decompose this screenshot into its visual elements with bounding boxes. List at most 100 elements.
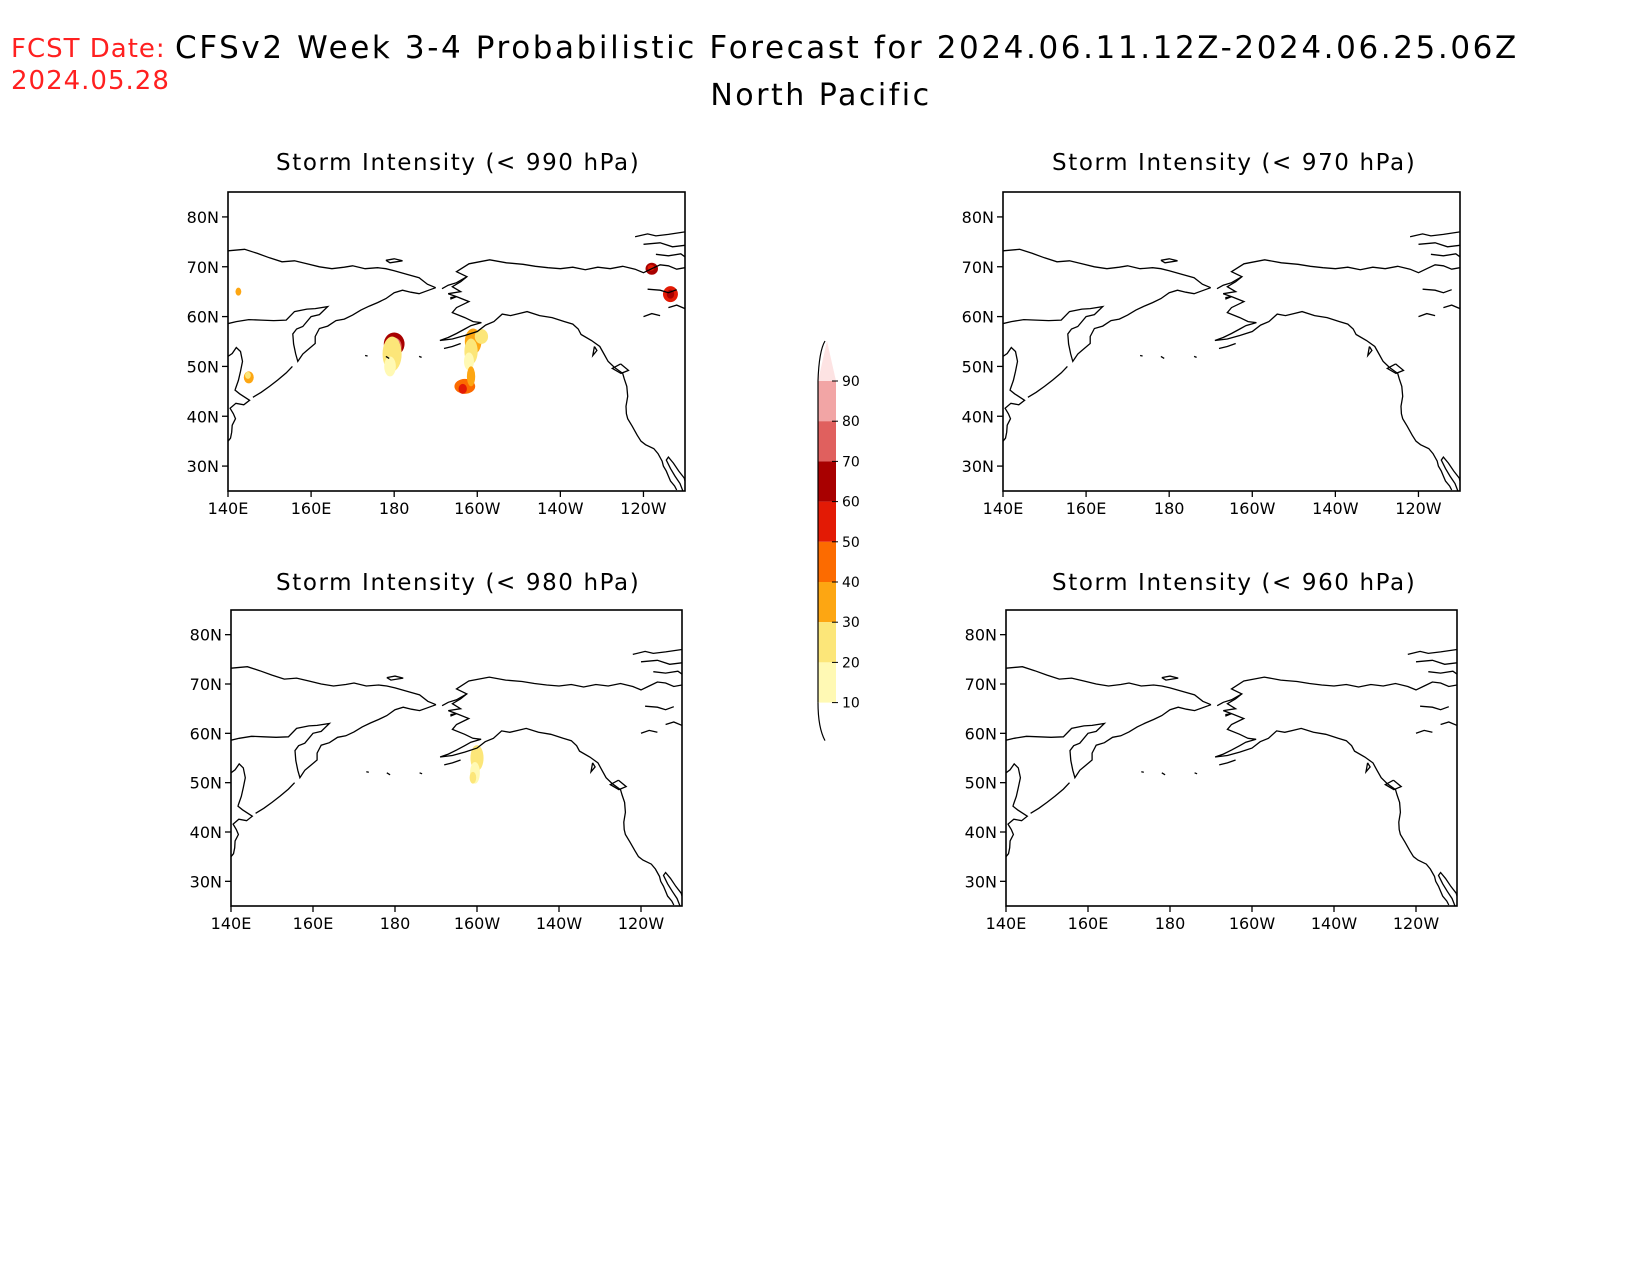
coastline [441, 259, 685, 290]
coastline [668, 304, 685, 310]
coastline [1443, 304, 1460, 310]
coastline [1161, 772, 1166, 776]
lon-tick-label: 140W [1311, 914, 1358, 933]
coastline [1418, 242, 1460, 248]
colorbar-box [818, 582, 836, 623]
lon-tick-label: 120W [1393, 914, 1440, 933]
colorbar-under-tail [817, 702, 826, 741]
coastline [366, 771, 369, 773]
lon-tick-label: 180 [1154, 499, 1185, 518]
lat-tick-label: 60N [190, 724, 222, 743]
coastline [1383, 779, 1403, 791]
coastline [228, 287, 436, 363]
colorbar-label: 40 [842, 575, 860, 591]
lat-tick-label: 70N [187, 258, 219, 277]
coastline [231, 704, 437, 780]
forecast-date-label: FCST Date: [11, 34, 166, 64]
lat-tick-label: 80N [187, 208, 219, 227]
lat-tick-label: 50N [190, 774, 222, 793]
coastline [1430, 253, 1460, 258]
colorbar-label: 30 [842, 615, 860, 631]
colorbar-box [818, 541, 836, 582]
lat-tick-label: 70N [190, 675, 222, 694]
colorbar-label: 70 [842, 454, 860, 470]
coastline [1428, 670, 1457, 675]
coastline [1003, 346, 1019, 391]
map-area-960 [1006, 648, 1457, 906]
probability-contour [474, 329, 489, 344]
lon-tick-label: 140E [211, 914, 252, 933]
coastline [640, 659, 682, 665]
coastline [643, 312, 661, 318]
coastline [1160, 355, 1165, 359]
lon-tick-label: 120W [618, 914, 665, 933]
lon-tick-label: 160E [293, 914, 334, 933]
coastline [231, 805, 254, 858]
coastline [634, 231, 685, 238]
coastline [1366, 346, 1373, 358]
coastline [1385, 363, 1405, 375]
coastline [591, 346, 598, 358]
coastline [647, 288, 677, 294]
coastline [1006, 704, 1212, 780]
coastline [645, 705, 675, 711]
map-panel-990: 140E 160E 180 160W 140W 120W 80N 70N 60N 50N 40N 30… [187, 191, 686, 518]
map-frame [1002, 191, 1461, 492]
coastline [228, 389, 251, 442]
colorbar-label: 20 [842, 655, 860, 671]
lon-tick-label: 180 [1155, 914, 1186, 933]
lat-tick-label: 30N [965, 872, 997, 891]
coastline [653, 670, 682, 675]
coastline [1139, 354, 1143, 357]
lat-tick-label: 60N [187, 308, 219, 327]
coastline [419, 772, 423, 775]
panel-title-960: Storm Intensity (< 960 hPa) [1052, 570, 1417, 596]
probability-contour [463, 352, 474, 371]
figure-title: CFSv2 Week 3-4 Probabilistic Forecast fo… [175, 30, 1519, 66]
coastline [1003, 389, 1026, 442]
map-panel-960: 140E 160E 180 160W 140W 120W 80N 70N 60N 50N 40N 30… [965, 609, 1458, 933]
coastline [1219, 759, 1236, 766]
lat-tick-label: 50N [187, 357, 219, 376]
colorbar-box [818, 662, 836, 703]
lat-tick-label: 30N [962, 457, 994, 476]
lat-tick-label: 50N [962, 357, 994, 376]
colorbar-label: 80 [842, 414, 860, 430]
coastline [1437, 871, 1457, 906]
map-area-990 [228, 231, 685, 491]
probability-contour [458, 383, 467, 394]
probability-contour [245, 371, 251, 379]
colorbar-label: 90 [842, 374, 860, 390]
lon-tick-label: 160E [291, 499, 332, 518]
lon-tick-label: 140W [537, 499, 584, 518]
coastline [1420, 705, 1450, 711]
coastline [1422, 288, 1452, 294]
lon-tick-label: 120W [620, 499, 667, 518]
lat-tick-label: 30N [187, 457, 219, 476]
coastline [1006, 762, 1022, 807]
coastline [610, 363, 630, 375]
coastline [231, 762, 246, 807]
coastline [1141, 771, 1144, 773]
colorbar-label: 10 [842, 696, 860, 712]
coastline [439, 276, 678, 491]
coastline [1415, 659, 1457, 665]
coastline [608, 779, 628, 791]
coastline [1194, 772, 1198, 775]
lon-tick-label: 160W [1229, 499, 1276, 518]
panel-title-990: Storm Intensity (< 990 hPa) [276, 150, 641, 176]
coastline [1218, 342, 1236, 350]
lon-tick-label: 180 [379, 499, 410, 518]
coastline [1027, 365, 1068, 398]
colorbar-edge [817, 340, 826, 382]
lon-tick-label: 160E [1068, 914, 1109, 933]
panel-title-970: Storm Intensity (< 970 hPa) [1052, 150, 1417, 176]
coastline [665, 721, 682, 727]
probability-contour [469, 771, 477, 784]
coastline [418, 355, 422, 359]
map-panel-980: 140E 160E 180 160W 140W 120W 80N 70N 60N 50N 40N 30… [190, 609, 683, 933]
forecast-date-value: 2024.05.28 [11, 66, 170, 96]
coastline [1440, 721, 1457, 727]
colorbar-box [818, 421, 836, 462]
